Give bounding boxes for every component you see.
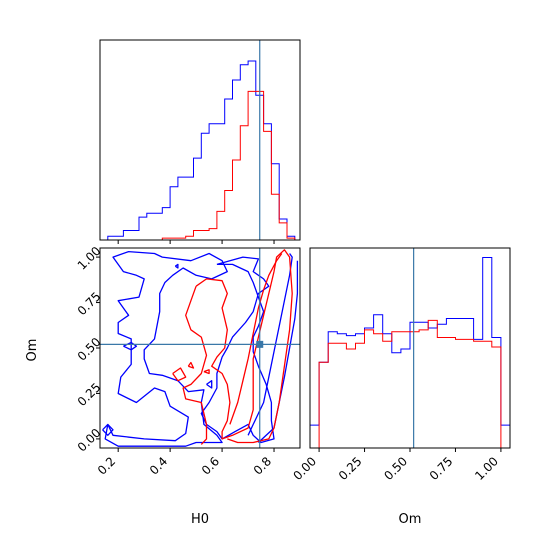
xlabel-om: Om xyxy=(399,512,422,527)
histogram-step-blue xyxy=(309,257,511,448)
panel-h0-histogram xyxy=(99,39,301,244)
om-hist-xtick-label: 0.75 xyxy=(427,454,456,483)
panel-h0-om-contour: 0.2 0.4 0.6 0.8 0.00 0.25 0.50 0.75 1.00 H0 Om xyxy=(25,244,301,527)
contour-line xyxy=(187,361,195,369)
om-ytick-label: 0.25 xyxy=(75,380,104,409)
contour-line xyxy=(102,423,114,436)
histogram-step-blue xyxy=(100,60,296,241)
om-hist-xtick-label: 1.00 xyxy=(472,454,501,483)
frame-h0-om-contour xyxy=(99,247,301,449)
contour-line xyxy=(200,256,275,444)
contour-line xyxy=(172,367,187,382)
truth-marker xyxy=(256,340,264,348)
contour-line xyxy=(104,250,228,447)
frame-h0-histogram xyxy=(99,39,301,241)
h0-xtick-label: 0.4 xyxy=(147,454,170,477)
h0-xtick-label: 0.8 xyxy=(251,454,274,477)
om-hist-xtick-label: 0.00 xyxy=(290,454,319,483)
h0-xtick-label: 0.6 xyxy=(199,454,222,477)
om-ytick-label: 0.00 xyxy=(75,426,104,455)
contour-line xyxy=(229,253,283,425)
contour-line xyxy=(123,341,138,351)
om-hist-xtick-label: 0.50 xyxy=(381,454,410,483)
ylabel-om: Om xyxy=(25,339,40,362)
om-hist-xtick-label: 0.25 xyxy=(336,454,365,483)
contour-line xyxy=(206,380,213,389)
h0-xtick-label: 0.2 xyxy=(95,454,118,477)
contour-line xyxy=(182,285,208,445)
histogram-step-red xyxy=(100,90,296,241)
om-ytick-label: 1.00 xyxy=(75,244,104,273)
contour-line xyxy=(174,263,179,269)
om-ytick-label: 0.50 xyxy=(75,335,104,364)
contour-group xyxy=(102,249,299,447)
panel-om-histogram: 0.00 0.25 0.50 0.75 1.00 Om xyxy=(290,247,511,527)
contour-line xyxy=(203,369,210,375)
contour-line xyxy=(195,249,293,444)
xlabel-h0: H0 xyxy=(191,512,209,527)
histogram-step-red xyxy=(310,319,510,449)
om-ytick-label: 0.75 xyxy=(75,289,104,318)
